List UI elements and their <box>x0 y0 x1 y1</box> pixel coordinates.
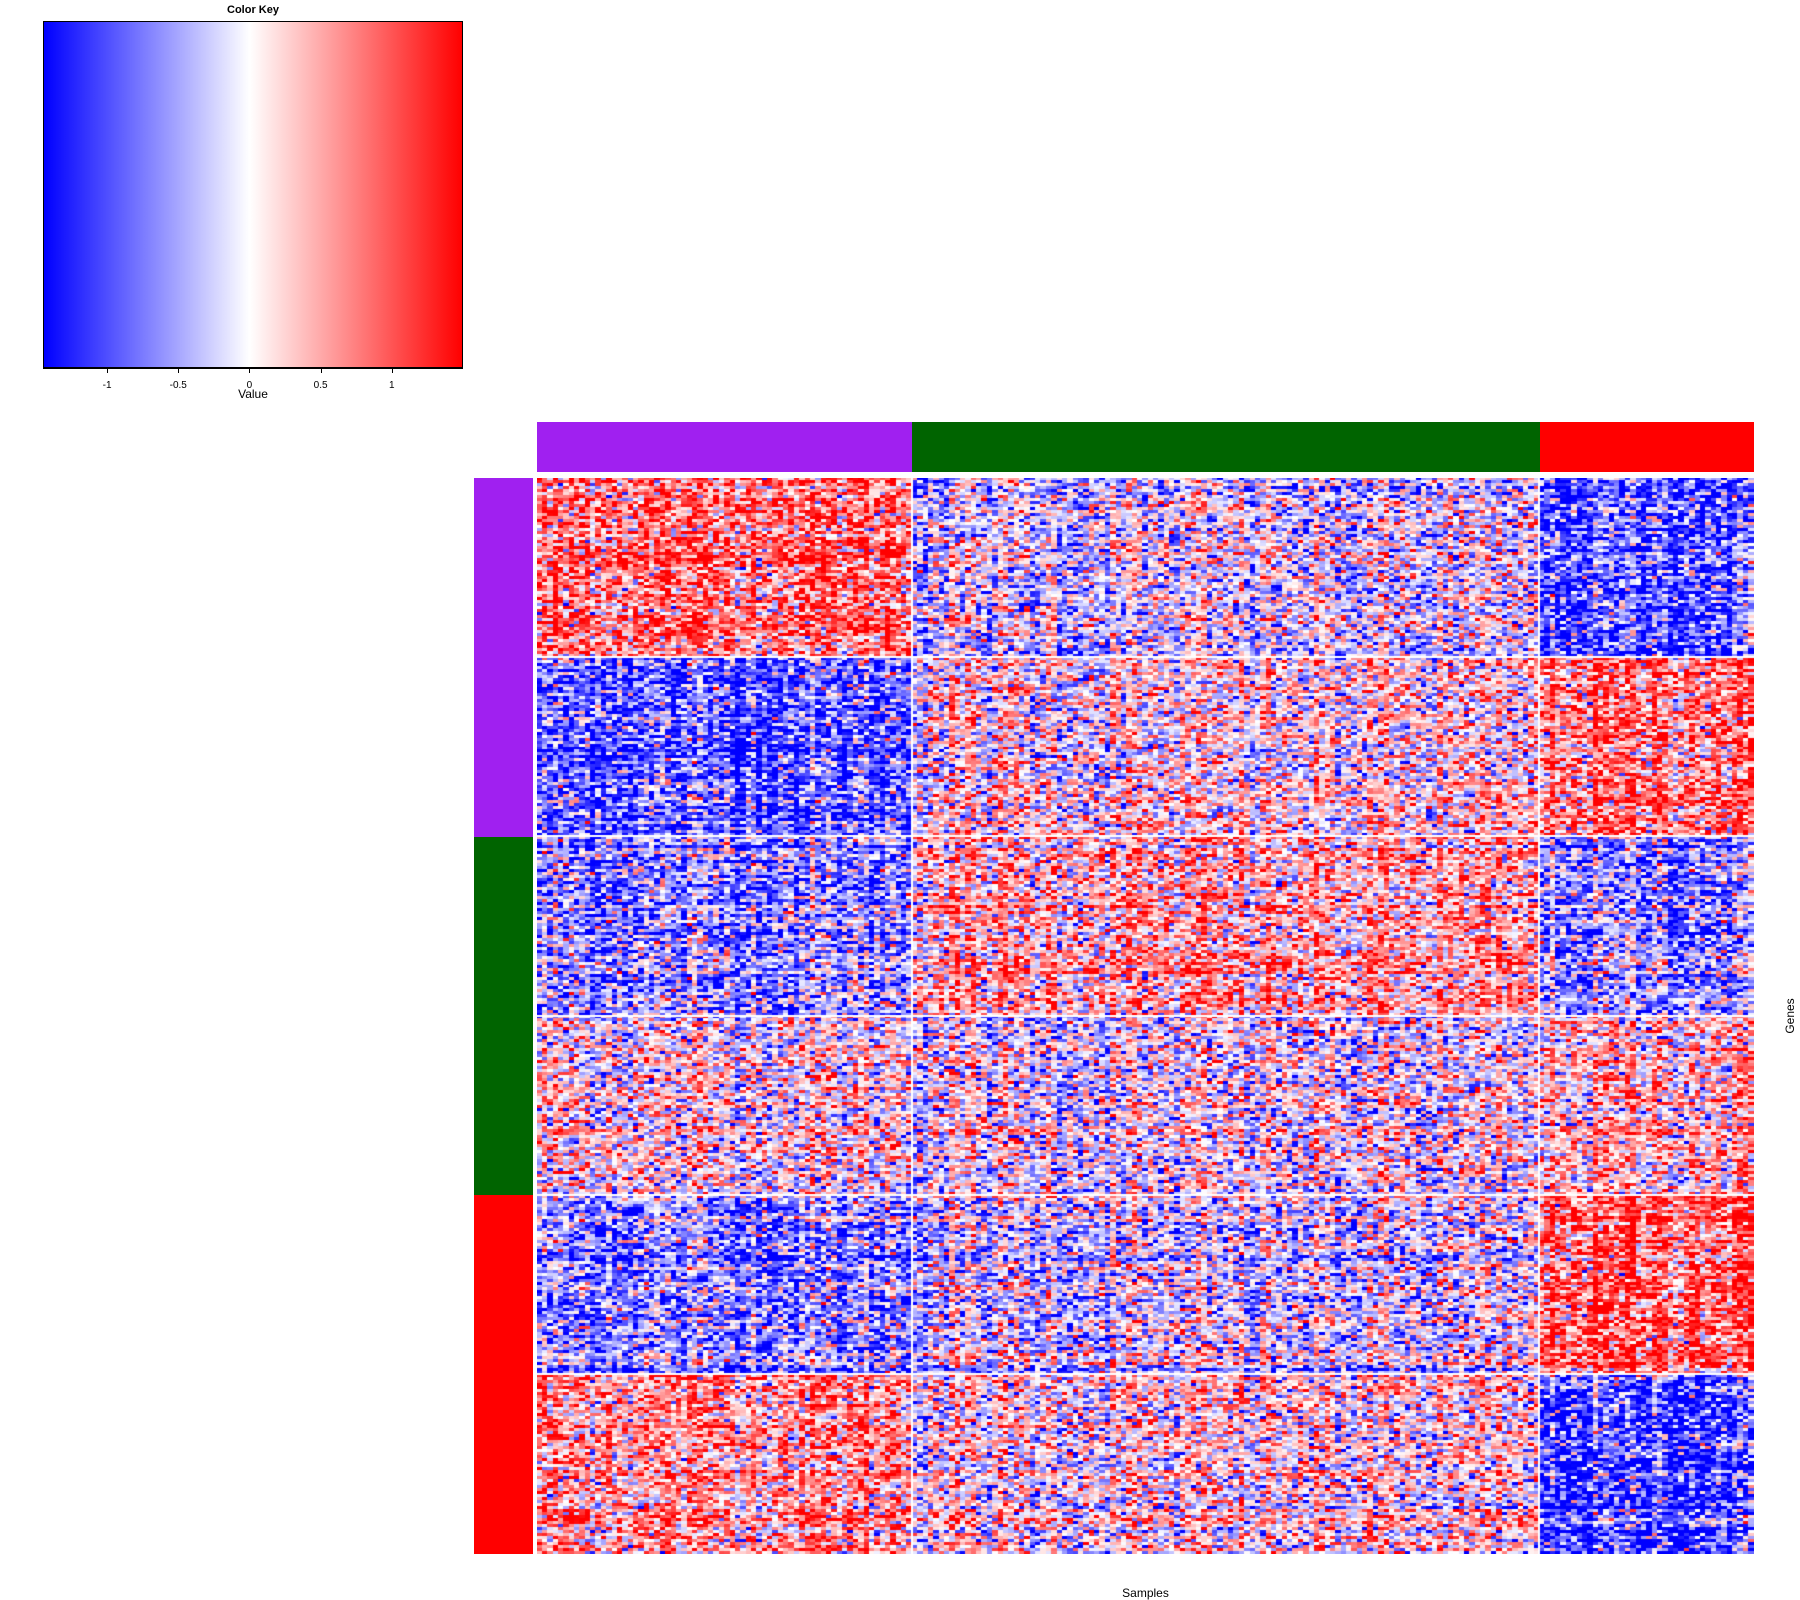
color-key-axis <box>43 368 463 369</box>
column-band-group-red <box>1539 422 1754 472</box>
color-key-gradient <box>43 21 463 368</box>
color-key-title: Color Key <box>227 4 279 16</box>
color-key-xlabel: Value <box>238 387 268 401</box>
color-key-tick-label: 0 <box>246 380 253 391</box>
row-band-group-green <box>474 836 533 1196</box>
row-band-group-purple <box>474 478 533 837</box>
color-key-tick-label: -1 <box>102 380 112 391</box>
color-key-tick <box>178 368 180 373</box>
color-key-tick <box>320 368 322 373</box>
color-key-tick <box>249 368 251 373</box>
row-band-group-red <box>474 1195 533 1554</box>
column-band-group-green <box>912 422 1540 472</box>
x-axis-label: Samples <box>1122 1586 1169 1600</box>
color-key-tick <box>107 368 109 373</box>
column-band-group-purple <box>537 422 913 472</box>
heatmap-grid <box>537 478 1754 1554</box>
color-key-tick-label: 0.5 <box>313 380 328 391</box>
y-axis-label: Genes <box>1783 998 1797 1034</box>
color-key-tick <box>391 368 393 373</box>
color-key-tick-label: -0.5 <box>169 380 187 391</box>
color-key-tick-label: 1 <box>389 380 395 391</box>
